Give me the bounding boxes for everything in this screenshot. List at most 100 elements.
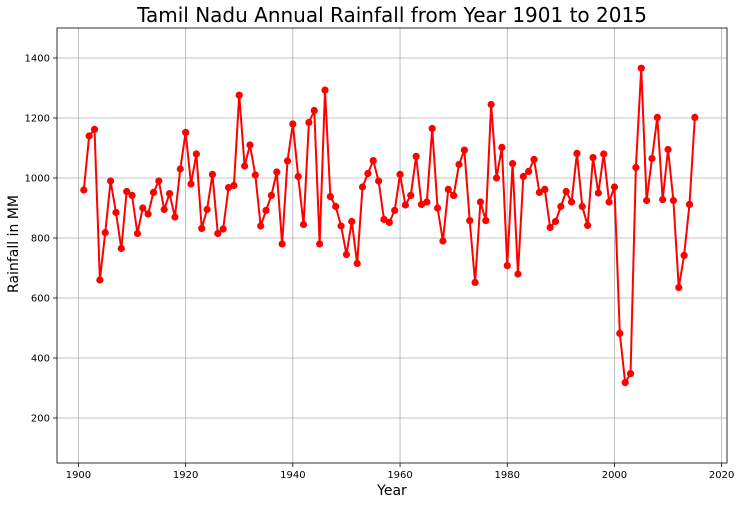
data-point xyxy=(139,204,147,212)
data-point xyxy=(380,215,388,223)
data-point xyxy=(498,143,506,151)
data-point xyxy=(562,187,570,196)
y-tick-label: 1400 xyxy=(25,54,50,65)
data-point xyxy=(541,185,549,193)
data-point xyxy=(230,181,238,190)
data-point xyxy=(600,150,608,158)
x-tick-label: 1900 xyxy=(66,470,91,481)
data-point xyxy=(476,198,485,206)
data-point xyxy=(551,217,560,226)
data-point xyxy=(283,157,292,165)
y-tick-label: 800 xyxy=(31,234,50,245)
data-point xyxy=(267,191,275,199)
y-axis-label: Rainfall in MM xyxy=(6,195,22,293)
data-point xyxy=(337,222,345,230)
x-tick-label: 2020 xyxy=(709,470,734,481)
data-point xyxy=(557,202,565,211)
data-point xyxy=(610,183,619,191)
data-point xyxy=(187,180,195,188)
data-point xyxy=(444,185,452,193)
data-point xyxy=(294,172,302,181)
data-point xyxy=(616,329,624,337)
data-point xyxy=(278,240,286,248)
data-point xyxy=(519,172,527,181)
data-point xyxy=(342,250,351,259)
data-point xyxy=(316,240,324,248)
data-point xyxy=(198,224,206,232)
data-point xyxy=(299,220,308,229)
data-point xyxy=(364,169,372,178)
data-point xyxy=(514,270,522,278)
data-point xyxy=(605,198,613,206)
data-point xyxy=(428,124,436,133)
data-point xyxy=(546,223,554,232)
y-tick-label: 600 xyxy=(31,294,50,305)
y-tick-label: 400 xyxy=(31,354,50,365)
x-tick-label: 1980 xyxy=(495,470,520,481)
data-point xyxy=(107,177,115,185)
data-point xyxy=(439,237,447,245)
data-point xyxy=(160,205,168,214)
data-point xyxy=(578,202,586,211)
data-point xyxy=(503,262,511,270)
data-point xyxy=(112,208,120,217)
data-point xyxy=(643,196,651,205)
data-point xyxy=(401,201,409,209)
data-point xyxy=(321,86,329,94)
data-point xyxy=(632,163,640,172)
data-point xyxy=(675,283,683,292)
data-point xyxy=(348,217,356,226)
data-point xyxy=(487,100,495,109)
data-point xyxy=(149,188,158,196)
y-tick-label: 200 xyxy=(31,414,50,425)
data-point xyxy=(133,229,141,238)
data-point xyxy=(246,141,254,149)
data-point xyxy=(128,191,136,199)
data-point xyxy=(208,170,217,178)
data-point xyxy=(375,177,383,185)
data-point xyxy=(412,152,420,160)
y-tick-label: 1000 xyxy=(25,174,50,185)
data-point xyxy=(214,229,222,238)
data-point xyxy=(155,177,163,185)
data-point xyxy=(353,259,361,268)
x-tick-label: 1940 xyxy=(280,470,305,481)
data-point xyxy=(176,165,184,173)
data-point xyxy=(525,167,533,175)
data-point xyxy=(219,225,227,233)
data-point xyxy=(257,222,265,230)
data-point xyxy=(241,162,249,170)
data-point xyxy=(594,189,602,197)
data-point xyxy=(466,217,474,225)
data-point xyxy=(273,168,281,176)
data-point xyxy=(417,200,426,208)
data-point xyxy=(182,128,190,136)
data-point xyxy=(326,193,334,201)
data-point xyxy=(396,170,404,178)
data-point xyxy=(680,251,688,259)
data-point xyxy=(482,217,490,225)
data-point xyxy=(144,210,152,218)
data-point xyxy=(262,206,270,214)
data-point xyxy=(653,113,661,121)
data-point xyxy=(391,206,399,214)
data-point xyxy=(573,149,581,157)
data-point xyxy=(332,202,340,211)
data-point xyxy=(235,91,243,99)
data-point xyxy=(530,155,538,163)
axis-ticks: 1900 1920 1940 1960 1980 2000 2020 200 400 600 800… xyxy=(25,54,735,482)
data-point xyxy=(584,221,592,229)
data-point xyxy=(691,113,699,121)
data-point xyxy=(123,187,131,196)
x-tick-label: 2000 xyxy=(602,470,627,481)
data-point xyxy=(648,154,656,163)
series-group xyxy=(80,64,699,387)
data-point xyxy=(626,370,635,378)
x-tick-label: 1960 xyxy=(387,470,412,481)
data-point xyxy=(385,218,393,226)
data-point xyxy=(358,183,367,191)
data-point xyxy=(96,276,104,284)
data-point xyxy=(251,171,259,179)
